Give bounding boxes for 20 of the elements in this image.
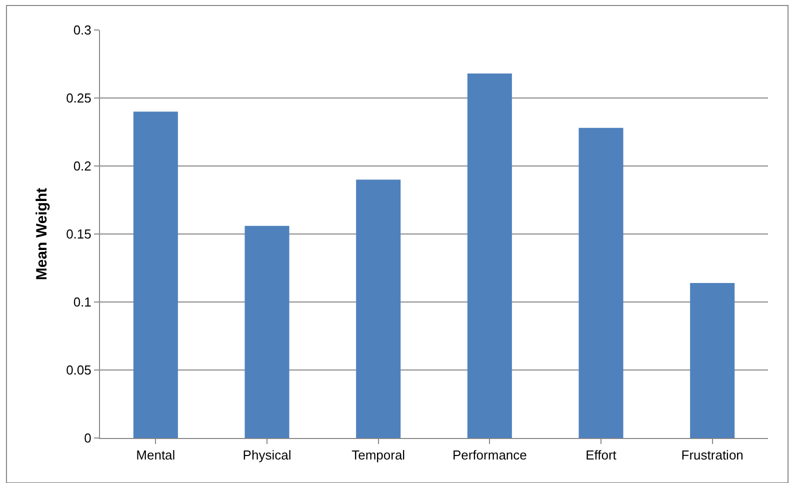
- x-tick-label: Effort: [586, 448, 617, 463]
- bar: [578, 128, 624, 438]
- y-tick-label: 0.25: [66, 90, 92, 106]
- bar: [356, 180, 401, 438]
- bar: [133, 112, 178, 438]
- x-tick-label: Temporal: [352, 448, 406, 463]
- bar: [690, 282, 735, 438]
- y-tick-label: 0: [84, 430, 92, 446]
- y-tick-label: 0.3: [73, 22, 92, 38]
- bar: [244, 226, 290, 438]
- y-axis-title: Mean Weight: [33, 188, 50, 280]
- bar: [467, 74, 512, 438]
- y-tick-label: 0.2: [73, 158, 92, 174]
- x-tick-label: Performance: [452, 448, 527, 463]
- y-tick-label: 0.05: [66, 362, 92, 378]
- y-tick-label: 0.1: [73, 294, 92, 310]
- x-tick-label: Mental: [136, 448, 176, 463]
- y-tick-label: 0.15: [66, 226, 92, 242]
- x-tick-label: Frustration: [681, 448, 744, 463]
- x-tick-label: Physical: [242, 448, 292, 463]
